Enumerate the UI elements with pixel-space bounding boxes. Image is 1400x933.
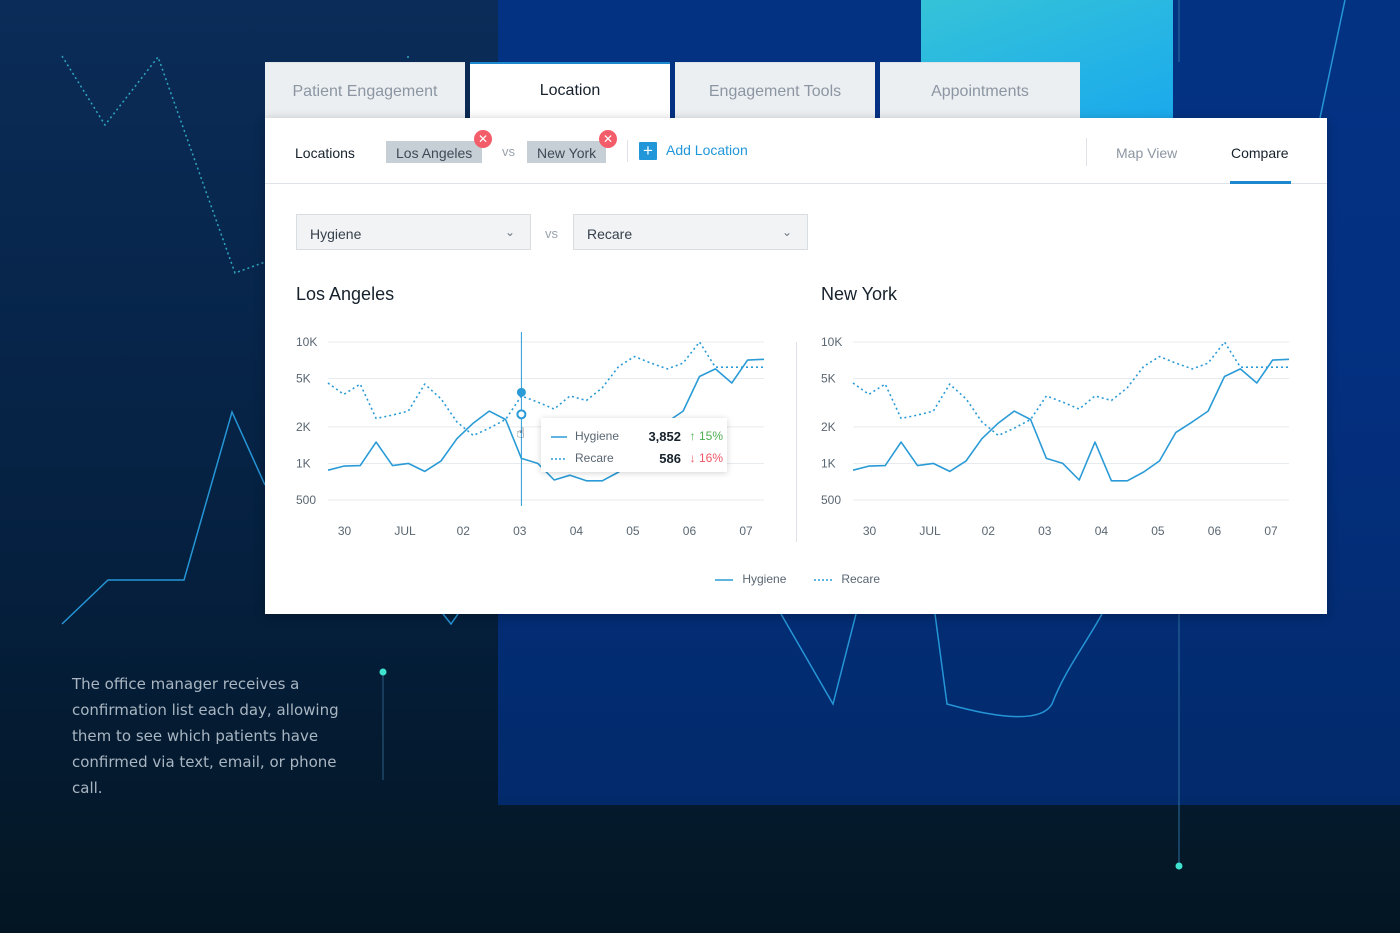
x-tick-label: 04 [570, 524, 584, 538]
new-york-chart[interactable]: 10K 5K 2K 1K 500 30 JUL 02 03 04 05 06 07 [821, 328, 1301, 548]
vs-label: vs [545, 226, 558, 241]
chart-divider [796, 342, 797, 542]
x-tick-label: 30 [863, 524, 877, 538]
background-footer-band [0, 805, 1400, 933]
metric-a-select[interactable]: Hygiene ⌄ [296, 214, 531, 250]
x-tick-label: 07 [739, 524, 753, 538]
y-tick-label: 1K [821, 456, 836, 470]
x-tick-label: 30 [338, 524, 352, 538]
dotted-line-swatch [551, 458, 567, 460]
pointer-cursor-icon: ☝ [516, 424, 525, 440]
arrow-down-icon: ↓ [689, 451, 696, 465]
vs-label: vs [502, 144, 515, 159]
location-chip-new-york[interactable]: New York [527, 141, 607, 163]
location-chip-label: Los Angeles [396, 145, 473, 161]
add-location-button[interactable]: Add Location [666, 142, 748, 158]
y-tick-label: 10K [296, 335, 317, 349]
metric-a-value: Hygiene [310, 226, 362, 242]
compare-tab[interactable]: Compare [1231, 145, 1289, 161]
location-toolbar: Locations Los Angeles ✕ vs New York ✕ + … [265, 118, 1327, 184]
y-tick-label: 10K [821, 335, 842, 349]
tooltip-change-down: ↓ 16% [690, 451, 723, 465]
map-view-tab[interactable]: Map View [1116, 145, 1178, 161]
chart-title-los-angeles: Los Angeles [296, 284, 395, 304]
location-chip-los-angeles[interactable]: Los Angeles [386, 141, 483, 163]
chevron-down-icon: ⌄ [504, 225, 515, 239]
chart-tooltip: Hygiene 3,852 ↑ 15% Recare 586 ↓ 16% [541, 418, 727, 472]
tooltip-series-name: Hygiene [575, 429, 620, 443]
x-tick-label: 05 [1151, 524, 1165, 538]
x-tick-label: 03 [513, 524, 527, 538]
x-tick-label: 04 [1095, 524, 1109, 538]
x-tick-label: JUL [919, 524, 941, 538]
dotted-line-swatch [814, 579, 832, 581]
x-tick-label: 03 [1038, 524, 1052, 538]
x-tick-label: 05 [626, 524, 640, 538]
active-view-indicator [1230, 181, 1291, 184]
close-icon[interactable]: ✕ [599, 130, 617, 148]
chart-title-new-york: New York [821, 284, 898, 304]
tab-engagement-tools[interactable]: Engagement Tools [675, 62, 875, 118]
y-tick-label: 1K [296, 456, 311, 470]
metric-b-value: Recare [587, 226, 633, 242]
chevron-down-icon: ⌄ [781, 225, 792, 239]
solid-line-swatch [551, 436, 567, 438]
tab-location[interactable]: Location [470, 62, 670, 119]
tab-patient-engagement[interactable]: Patient Engagement [265, 62, 465, 118]
main-tabs: Patient Engagement Location Engagement T… [265, 62, 1085, 119]
plus-icon[interactable]: + [639, 142, 657, 160]
x-tick-label: 07 [1264, 524, 1278, 538]
series-line-recare [852, 341, 1289, 437]
series-line-recare [327, 341, 764, 437]
location-chip-label: New York [537, 145, 597, 161]
legend-recare: Recare [814, 572, 880, 586]
tab-appointments[interactable]: Appointments [880, 62, 1080, 118]
divider [1086, 138, 1087, 166]
locations-label: Locations [295, 145, 355, 161]
y-tick-label: 500 [821, 493, 841, 507]
legend-hygiene: Hygiene [715, 572, 786, 586]
close-icon[interactable]: ✕ [474, 130, 492, 148]
tooltip-row-hygiene: Hygiene 3,852 ↑ 15% [551, 428, 723, 446]
y-tick-label: 500 [296, 493, 316, 507]
tooltip-value: 586 [659, 451, 681, 466]
x-tick-label: 02 [982, 524, 996, 538]
tooltip-change-up: ↑ 15% [690, 429, 723, 443]
arrow-up-icon: ↑ [689, 429, 696, 443]
x-tick-label: 06 [1208, 524, 1222, 538]
caption-text: The office manager receives a confirmati… [72, 675, 339, 797]
metric-b-select[interactable]: Recare ⌄ [573, 214, 808, 250]
tooltip-value: 3,852 [648, 429, 681, 444]
x-tick-label: JUL [394, 524, 416, 538]
tooltip-change-value: 15% [698, 429, 723, 443]
y-tick-label: 2K [821, 420, 836, 434]
x-tick-label: 06 [683, 524, 697, 538]
x-tick-label: 02 [457, 524, 471, 538]
hover-point-hygiene [516, 387, 526, 397]
tooltip-change-value: 16% [698, 451, 723, 465]
legend-label: Recare [841, 572, 881, 586]
hover-point-recare [516, 409, 527, 420]
solid-line-swatch [715, 579, 733, 581]
y-tick-label: 2K [296, 420, 311, 434]
tooltip-series-name: Recare [575, 451, 614, 465]
y-tick-label: 5K [821, 372, 836, 386]
divider [627, 140, 628, 162]
y-tick-label: 5K [296, 372, 311, 386]
legend-label: Hygiene [742, 572, 787, 586]
series-line-hygiene [852, 358, 1290, 482]
location-compare-card: Locations Los Angeles ✕ vs New York ✕ + … [265, 118, 1327, 614]
tooltip-row-recare: Recare 586 ↓ 16% [551, 450, 723, 468]
